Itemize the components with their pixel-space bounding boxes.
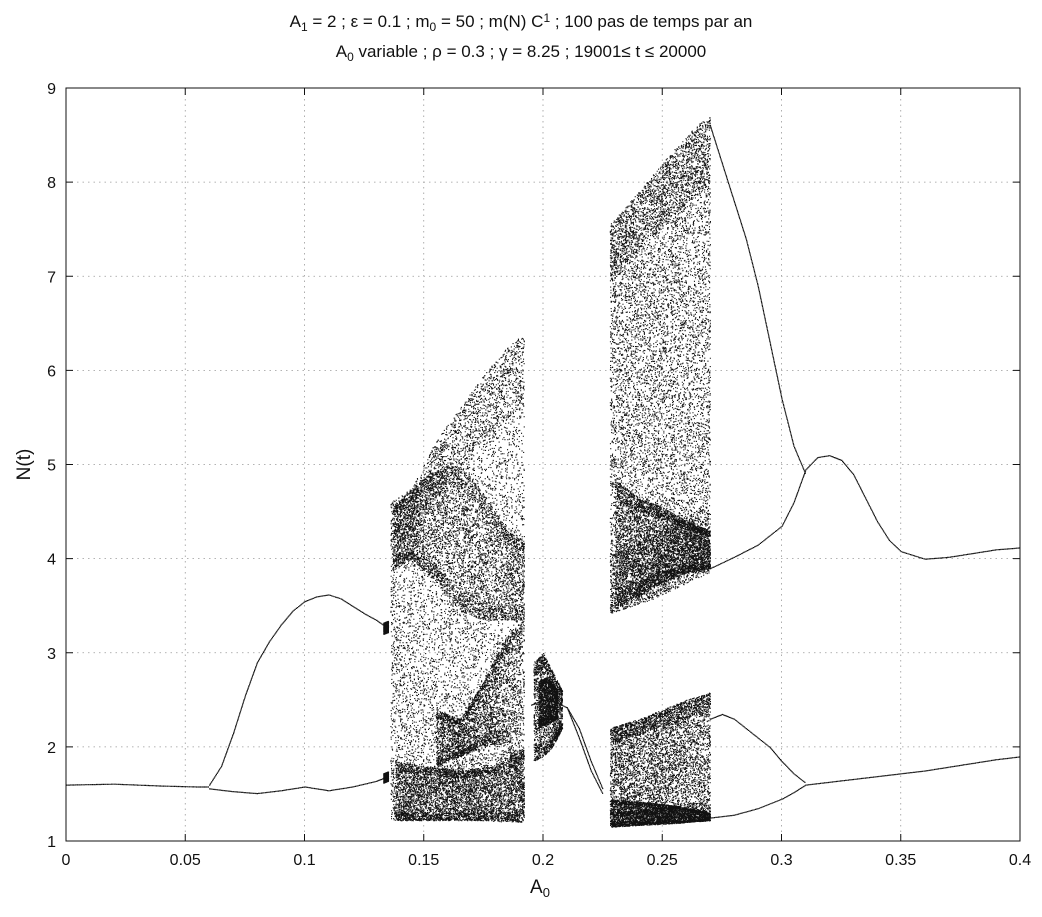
x-tick-label: 0.15 (408, 852, 439, 869)
orbit-curve-period-2-upper (209, 594, 386, 786)
y-tick-label: 8 (47, 175, 56, 192)
chaotic-band-11 (609, 799, 711, 828)
x-tick-label: 0.4 (1009, 852, 1031, 869)
axis-ticks: 0 0.05 0.1 0.15 0.2 0.25 0.3 0.35 0.4 1 2 3 4 5 6 7 8 9 (47, 81, 1031, 869)
orbit-curve-period-2-lower (209, 777, 386, 795)
x-tick-label: 0.25 (647, 852, 678, 869)
title-line-2: A0 variable ; ρ = 0.3 ; γ = 8.25 ; 19001… (336, 42, 707, 64)
y-tick-label: 1 (47, 834, 56, 851)
orbit-curve-fixed-point (66, 783, 209, 788)
y-axis-label-text: N(t) (14, 449, 35, 481)
chaotic-band-5 (435, 620, 525, 809)
chaotic-band-7 (538, 677, 559, 729)
chart-title: A1 = 2 ; ε = 0.1 ; m0 = 50 ; m(N) C1 ; 1… (290, 11, 753, 64)
x-tick-label: 0.2 (532, 852, 554, 869)
x-tick-label: 0.1 (293, 852, 315, 869)
chaotic-band-10 (609, 692, 711, 828)
x-tick-label: 0.05 (170, 852, 201, 869)
y-tick-label: 5 (47, 458, 56, 475)
chaotic-band-1 (383, 771, 390, 784)
data-marks (66, 117, 1020, 828)
orbit-curve-period-window-lower (566, 707, 604, 794)
orbit-curve-branch-mid-low (710, 713, 806, 783)
orbit-curve-branch-high (710, 125, 806, 474)
chaotic-band-8 (609, 117, 711, 614)
y-axis-label: N(t) (14, 449, 35, 481)
orbit-curve-branch-mid (710, 455, 1020, 570)
y-tick-label: 9 (47, 81, 56, 98)
y-tick-label: 7 (47, 269, 56, 286)
chaotic-band-9 (614, 479, 711, 607)
y-tick-label: 2 (47, 740, 56, 757)
chaotic-band-3 (392, 465, 525, 621)
y-tick-label: 6 (47, 363, 56, 380)
chaotic-band-4 (395, 749, 525, 823)
chaotic-band-0 (383, 620, 390, 635)
y-tick-label: 3 (47, 646, 56, 663)
x-axis-label-text: A0 (530, 877, 550, 900)
x-tick-label: 0.3 (770, 852, 792, 869)
x-axis-label: A0 (530, 877, 550, 900)
orbit-curve-branch-low (710, 756, 1020, 819)
x-tick-label: 0 (62, 852, 71, 869)
x-tick-label: 0.35 (885, 852, 916, 869)
title-line-1: A1 = 2 ; ε = 0.1 ; m0 = 50 ; m(N) C1 ; 1… (290, 11, 753, 34)
y-tick-label: 4 (47, 552, 56, 569)
